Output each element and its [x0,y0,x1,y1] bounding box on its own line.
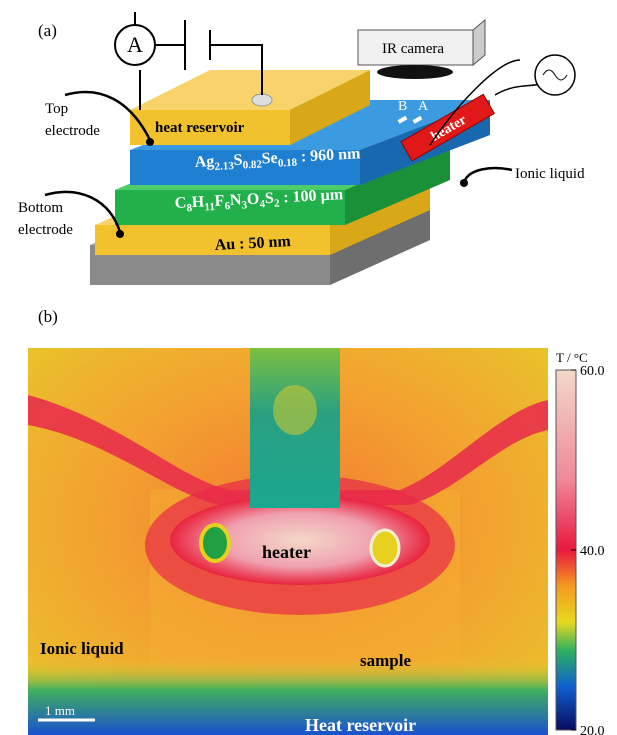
ir-camera-side [473,20,485,65]
image-label: heater [262,542,311,562]
callout: Ionic liquid [515,166,585,182]
colorbar-tick-label: 40.0 [580,544,605,559]
ammeter-label: A [127,32,143,57]
colorbar-tick-label: 60.0 [580,364,605,379]
pointer-dot [116,230,124,238]
image-label: sample [360,651,411,670]
scale-label: 1 mm [45,703,75,718]
probe-b [201,525,229,561]
camera-lens [377,65,453,79]
camera-label: IR camera [382,41,444,57]
callout: electrode [45,123,100,139]
pointer-dot [460,179,468,187]
pointer-dot [146,138,154,146]
lead-spot [273,385,317,435]
panel-label: (a) [38,21,57,40]
contact [252,94,272,106]
au-front [95,225,330,255]
probe-a [371,530,399,566]
colorbar-title: T / °C [556,350,588,365]
reservoir-label: heat reservoir [155,120,245,136]
callout: Top [45,101,68,117]
pointer [465,168,512,180]
image-label: Heat reservoir [305,715,416,735]
colorbar-tick-label: 20.0 [580,724,605,735]
point-label: B [398,99,407,114]
panel-label: (b) [38,307,58,326]
figure: (a) A IR camera heater B A heat reservoi… [0,0,617,735]
callout: electrode [18,222,73,238]
image-label: Ionic liquid [40,639,124,658]
reservoir-zone [28,660,548,735]
point-label: A [418,99,429,114]
callout: Bottom [18,200,63,216]
